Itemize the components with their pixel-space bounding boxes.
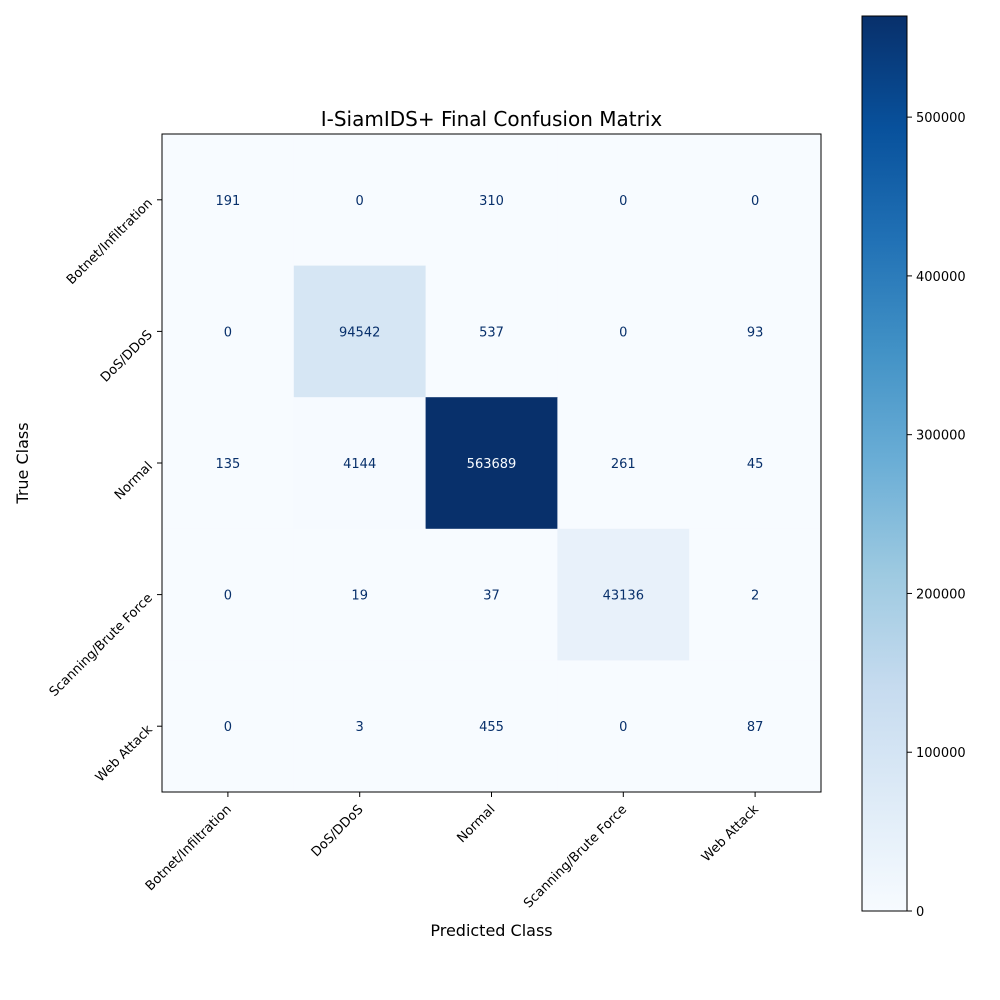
cell-value-label: 0 bbox=[356, 194, 364, 209]
cell-value-label: 93 bbox=[747, 325, 764, 340]
x-axis-label: Predicted Class bbox=[430, 921, 552, 940]
heatmap-cell bbox=[293, 660, 427, 793]
heatmap-cell bbox=[425, 265, 558, 398]
cell-value-label: 3 bbox=[356, 720, 364, 735]
heatmap-cell bbox=[425, 397, 558, 530]
cell-value-label: 0 bbox=[619, 194, 627, 209]
x-axis-ticks: Botnet/Infiltration DoS/DDoS Normal Scannin… bbox=[143, 792, 762, 911]
cell-value-label: 261 bbox=[611, 457, 636, 472]
heatmap-cell bbox=[162, 265, 295, 398]
heatmap-cell bbox=[689, 134, 822, 267]
cell-value-label: 19 bbox=[351, 589, 368, 604]
cell-value-label: 4144 bbox=[343, 457, 376, 472]
heatmap-cell bbox=[293, 397, 427, 530]
cell-value-label: 537 bbox=[479, 325, 504, 340]
colorbar-tick-label: 0 bbox=[916, 905, 924, 920]
colorbar-ticks: 0 100000 200000 300000 400000 500000 bbox=[907, 111, 966, 920]
cell-value-label: 563689 bbox=[467, 457, 517, 472]
y-tick-label: Botnet/Infiltration bbox=[64, 196, 156, 288]
cell-value-label: 310 bbox=[479, 194, 504, 209]
colorbar-tick-label: 200000 bbox=[916, 587, 966, 602]
y-tick-label: Web Attack bbox=[93, 722, 156, 785]
heatmap-cell bbox=[689, 265, 822, 398]
cell-value-label: 37 bbox=[483, 589, 500, 604]
heatmap-value-labels: 191 0 310 0 0 0 94542 537 0 93 135 4144 563689 261 45 0… bbox=[215, 194, 763, 735]
cell-value-label: 0 bbox=[751, 194, 759, 209]
heatmap-cell bbox=[162, 397, 295, 530]
cell-value-label: 2 bbox=[751, 589, 759, 604]
y-tick-label: Normal bbox=[112, 459, 156, 503]
cell-value-label: 455 bbox=[479, 720, 504, 735]
heatmap-cell bbox=[293, 134, 427, 267]
cell-value-label: 0 bbox=[619, 720, 627, 735]
heatmap-cell bbox=[557, 397, 690, 530]
heatmap-cell bbox=[557, 134, 690, 267]
heatmap-cell bbox=[425, 528, 558, 661]
heatmap-cell bbox=[557, 265, 690, 398]
cell-value-label: 0 bbox=[224, 589, 232, 604]
heatmap-cell bbox=[425, 134, 558, 267]
x-tick-label: Web Attack bbox=[699, 802, 762, 865]
cell-value-label: 0 bbox=[224, 325, 232, 340]
y-axis-label: True Class bbox=[13, 422, 32, 504]
x-tick-label: Botnet/Infiltration bbox=[143, 802, 235, 894]
heatmap-cell bbox=[293, 528, 427, 661]
colorbar-tick-label: 500000 bbox=[916, 111, 966, 126]
cell-value-label: 0 bbox=[619, 325, 627, 340]
x-tick-label: Scanning/Brute Force bbox=[521, 802, 630, 911]
heatmap-cell bbox=[689, 528, 822, 661]
heatmap-cell bbox=[162, 134, 295, 267]
cell-value-label: 0 bbox=[224, 720, 232, 735]
cell-value-label: 45 bbox=[747, 457, 764, 472]
y-axis-ticks: Botnet/Infiltration DoS/DDoS Normal Scannin… bbox=[47, 196, 162, 785]
heatmap-cell bbox=[557, 660, 690, 793]
heatmap-cell bbox=[425, 660, 558, 793]
colorbar bbox=[861, 15, 908, 912]
y-tick-label: DoS/DDoS bbox=[98, 328, 156, 386]
cell-value-label: 135 bbox=[215, 457, 240, 472]
y-tick-label: Scanning/Brute Force bbox=[47, 591, 156, 700]
heatmap-cell bbox=[557, 528, 690, 661]
heatmap-cell bbox=[689, 660, 822, 793]
x-tick-label: DoS/DDoS bbox=[309, 802, 367, 860]
colorbar-tick-label: 300000 bbox=[916, 429, 966, 444]
cell-value-label: 87 bbox=[747, 720, 764, 735]
colorbar-tick-label: 400000 bbox=[916, 270, 966, 285]
chart-title: I-SiamIDS+ Final Confusion Matrix bbox=[321, 107, 663, 131]
heatmap-cell bbox=[293, 265, 427, 398]
cell-value-label: 94542 bbox=[339, 325, 380, 340]
colorbar-tick-label: 100000 bbox=[916, 746, 966, 761]
heatmap-cell bbox=[162, 660, 295, 793]
x-tick-label: Normal bbox=[454, 802, 498, 846]
heatmap-cells bbox=[162, 134, 822, 793]
heatmap-cell bbox=[162, 528, 295, 661]
cell-value-label: 191 bbox=[215, 194, 240, 209]
heatmap-cell bbox=[689, 397, 822, 530]
cell-value-label: 43136 bbox=[603, 589, 644, 604]
